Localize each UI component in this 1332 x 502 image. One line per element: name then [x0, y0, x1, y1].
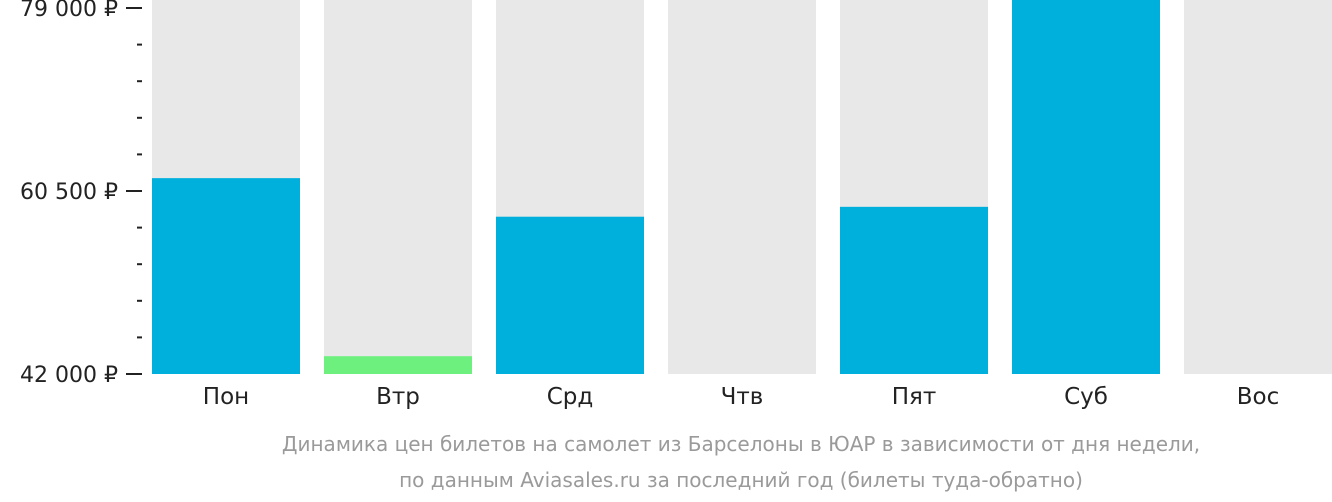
category-label-Суб: Суб — [1064, 384, 1108, 410]
category-labels: Пон Втр Срд Чтв Пят Суб Вос — [203, 384, 1279, 410]
chart-caption-line-1: Динамика цен билетов на самолет из Барсе… — [281, 432, 1201, 456]
background-column-Вос — [1184, 0, 1332, 374]
bar-Пон — [152, 178, 300, 374]
y-tick-label: 60 500 ₽ — [20, 180, 118, 205]
price-by-weekday-chart: 42 000 ₽ 60 500 ₽ 79 000 ₽ Пон Втр Срд Чтв Пят… — [20, 0, 1332, 410]
bar-Суб — [1012, 0, 1160, 374]
chart-caption-line-2: по данным Aviasales.ru за последний год … — [399, 468, 1083, 492]
bar-Пят — [840, 206, 988, 374]
bars — [152, 0, 1160, 374]
y-axis: 42 000 ₽ 60 500 ₽ 79 000 ₽ — [20, 0, 142, 388]
category-label-Втр: Втр — [376, 384, 420, 410]
y-tick-label: 79 000 ₽ — [20, 0, 118, 22]
category-label-Срд: Срд — [547, 384, 594, 410]
y-tick-label: 42 000 ₽ — [20, 363, 118, 388]
background-column-Втр — [324, 0, 472, 374]
category-label-Вос: Вос — [1237, 384, 1280, 410]
category-label-Чтв: Чтв — [721, 384, 764, 410]
background-column-Чтв — [668, 0, 816, 374]
bar-Втр — [324, 356, 472, 374]
bar-Срд — [496, 216, 644, 374]
category-label-Пят: Пят — [892, 384, 937, 410]
category-label-Пон: Пон — [203, 384, 249, 410]
